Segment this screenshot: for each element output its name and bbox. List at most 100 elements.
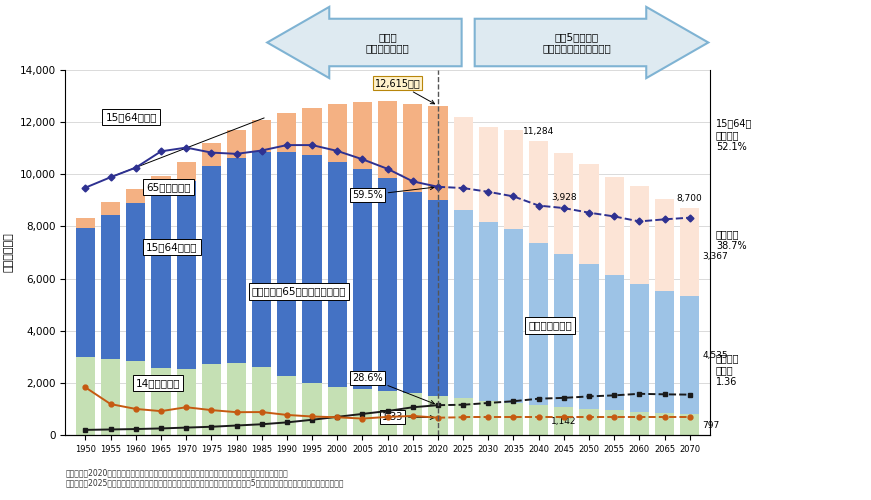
- Bar: [76, 218, 95, 228]
- Bar: [680, 414, 699, 435]
- Text: （出所）　2020年までの人口は総務省「国勢調査」、合計特殊出生率は厚生労働省「人口動態統計」。
　　　　　2025年以降は国立社会保障・人口問題研究所「日本の: （出所） 2020年までの人口は総務省「国勢調査」、合計特殊出生率は厚生労働省「…: [65, 468, 344, 487]
- Bar: [126, 190, 145, 203]
- Text: 合計特殊出生率: 合計特殊出生率: [529, 320, 572, 330]
- Text: 8,700: 8,700: [677, 194, 703, 203]
- Bar: [429, 200, 448, 396]
- Text: 合計特殊
出生率
1.36: 合計特殊 出生率 1.36: [716, 354, 739, 386]
- Bar: [152, 192, 171, 368]
- Bar: [277, 152, 296, 376]
- Bar: [378, 178, 397, 391]
- Text: 59.5%: 59.5%: [353, 186, 434, 200]
- Bar: [378, 391, 397, 435]
- Text: 高齢化率（65歳以上人口割合）: 高齢化率（65歳以上人口割合）: [252, 286, 346, 296]
- Bar: [630, 186, 649, 284]
- Text: 6,213: 6,213: [551, 320, 577, 328]
- Bar: [429, 396, 448, 435]
- Bar: [630, 284, 649, 412]
- Bar: [152, 368, 171, 435]
- Bar: [327, 162, 347, 387]
- Bar: [227, 158, 246, 364]
- Bar: [403, 394, 422, 435]
- Text: 令和5年推計値
（日本の将来推計人口）: 令和5年推計値 （日本の将来推計人口）: [543, 32, 611, 54]
- Bar: [529, 405, 548, 435]
- Bar: [680, 208, 699, 296]
- Bar: [177, 162, 196, 182]
- Bar: [504, 404, 523, 435]
- Bar: [378, 101, 397, 178]
- Text: 65歳以上人口: 65歳以上人口: [146, 182, 191, 192]
- Bar: [177, 182, 196, 370]
- FancyBboxPatch shape: [267, 7, 462, 78]
- Bar: [353, 102, 372, 169]
- Text: 11,284: 11,284: [523, 126, 554, 136]
- FancyBboxPatch shape: [475, 7, 708, 78]
- Bar: [655, 413, 674, 435]
- Text: 高齢化率
38.7%: 高齢化率 38.7%: [716, 229, 746, 251]
- Bar: [604, 275, 624, 410]
- Text: 4,535: 4,535: [702, 350, 728, 360]
- Bar: [277, 376, 296, 435]
- Bar: [454, 210, 473, 398]
- Bar: [327, 104, 347, 162]
- Text: 28.6%: 28.6%: [353, 372, 435, 404]
- Bar: [504, 229, 523, 404]
- Bar: [479, 222, 498, 401]
- Bar: [252, 152, 271, 367]
- Bar: [101, 215, 120, 359]
- Bar: [579, 264, 598, 408]
- Text: 14歳以下人口: 14歳以下人口: [136, 378, 180, 388]
- Bar: [302, 108, 321, 156]
- Bar: [604, 410, 624, 435]
- Text: 3,367: 3,367: [702, 252, 728, 261]
- Bar: [403, 192, 422, 394]
- Bar: [202, 364, 221, 435]
- Bar: [76, 358, 95, 435]
- Bar: [655, 198, 674, 291]
- Bar: [126, 203, 145, 361]
- Bar: [454, 398, 473, 435]
- Bar: [630, 412, 649, 435]
- Bar: [252, 367, 271, 435]
- Bar: [504, 130, 523, 229]
- Text: 15～64歳人口: 15～64歳人口: [146, 242, 198, 252]
- Bar: [454, 118, 473, 210]
- Bar: [126, 361, 145, 435]
- Bar: [554, 254, 573, 407]
- Bar: [177, 370, 196, 435]
- Bar: [353, 169, 372, 390]
- Y-axis label: 人口（万人）: 人口（万人）: [4, 232, 14, 272]
- Bar: [604, 177, 624, 275]
- Bar: [529, 141, 548, 243]
- Bar: [403, 104, 422, 192]
- Bar: [76, 228, 95, 358]
- Text: 1,142: 1,142: [551, 417, 577, 426]
- Bar: [554, 154, 573, 254]
- Bar: [101, 202, 120, 215]
- Text: 797: 797: [702, 421, 719, 430]
- Bar: [479, 401, 498, 435]
- Text: 実績値
（国勢調査等）: 実績値 （国勢調査等）: [366, 32, 409, 54]
- Bar: [479, 128, 498, 222]
- Bar: [152, 176, 171, 192]
- Bar: [101, 359, 120, 435]
- Bar: [252, 120, 271, 152]
- Text: 15～64歳
人口割合
52.1%: 15～64歳 人口割合 52.1%: [716, 118, 753, 152]
- Bar: [302, 383, 321, 435]
- Text: 1.33: 1.33: [382, 412, 434, 422]
- Bar: [202, 144, 221, 167]
- Bar: [554, 407, 573, 435]
- Bar: [327, 387, 347, 435]
- Text: 15～64歳割合: 15～64歳割合: [105, 112, 157, 122]
- Bar: [579, 164, 598, 264]
- Bar: [655, 291, 674, 413]
- Bar: [302, 156, 321, 383]
- Bar: [680, 296, 699, 414]
- Bar: [227, 364, 246, 435]
- Bar: [227, 130, 246, 158]
- Bar: [202, 166, 221, 364]
- Text: 12,615万人: 12,615万人: [375, 78, 435, 104]
- Bar: [529, 243, 548, 405]
- Bar: [579, 408, 598, 435]
- Bar: [353, 390, 372, 435]
- Text: 3,928: 3,928: [551, 192, 577, 202]
